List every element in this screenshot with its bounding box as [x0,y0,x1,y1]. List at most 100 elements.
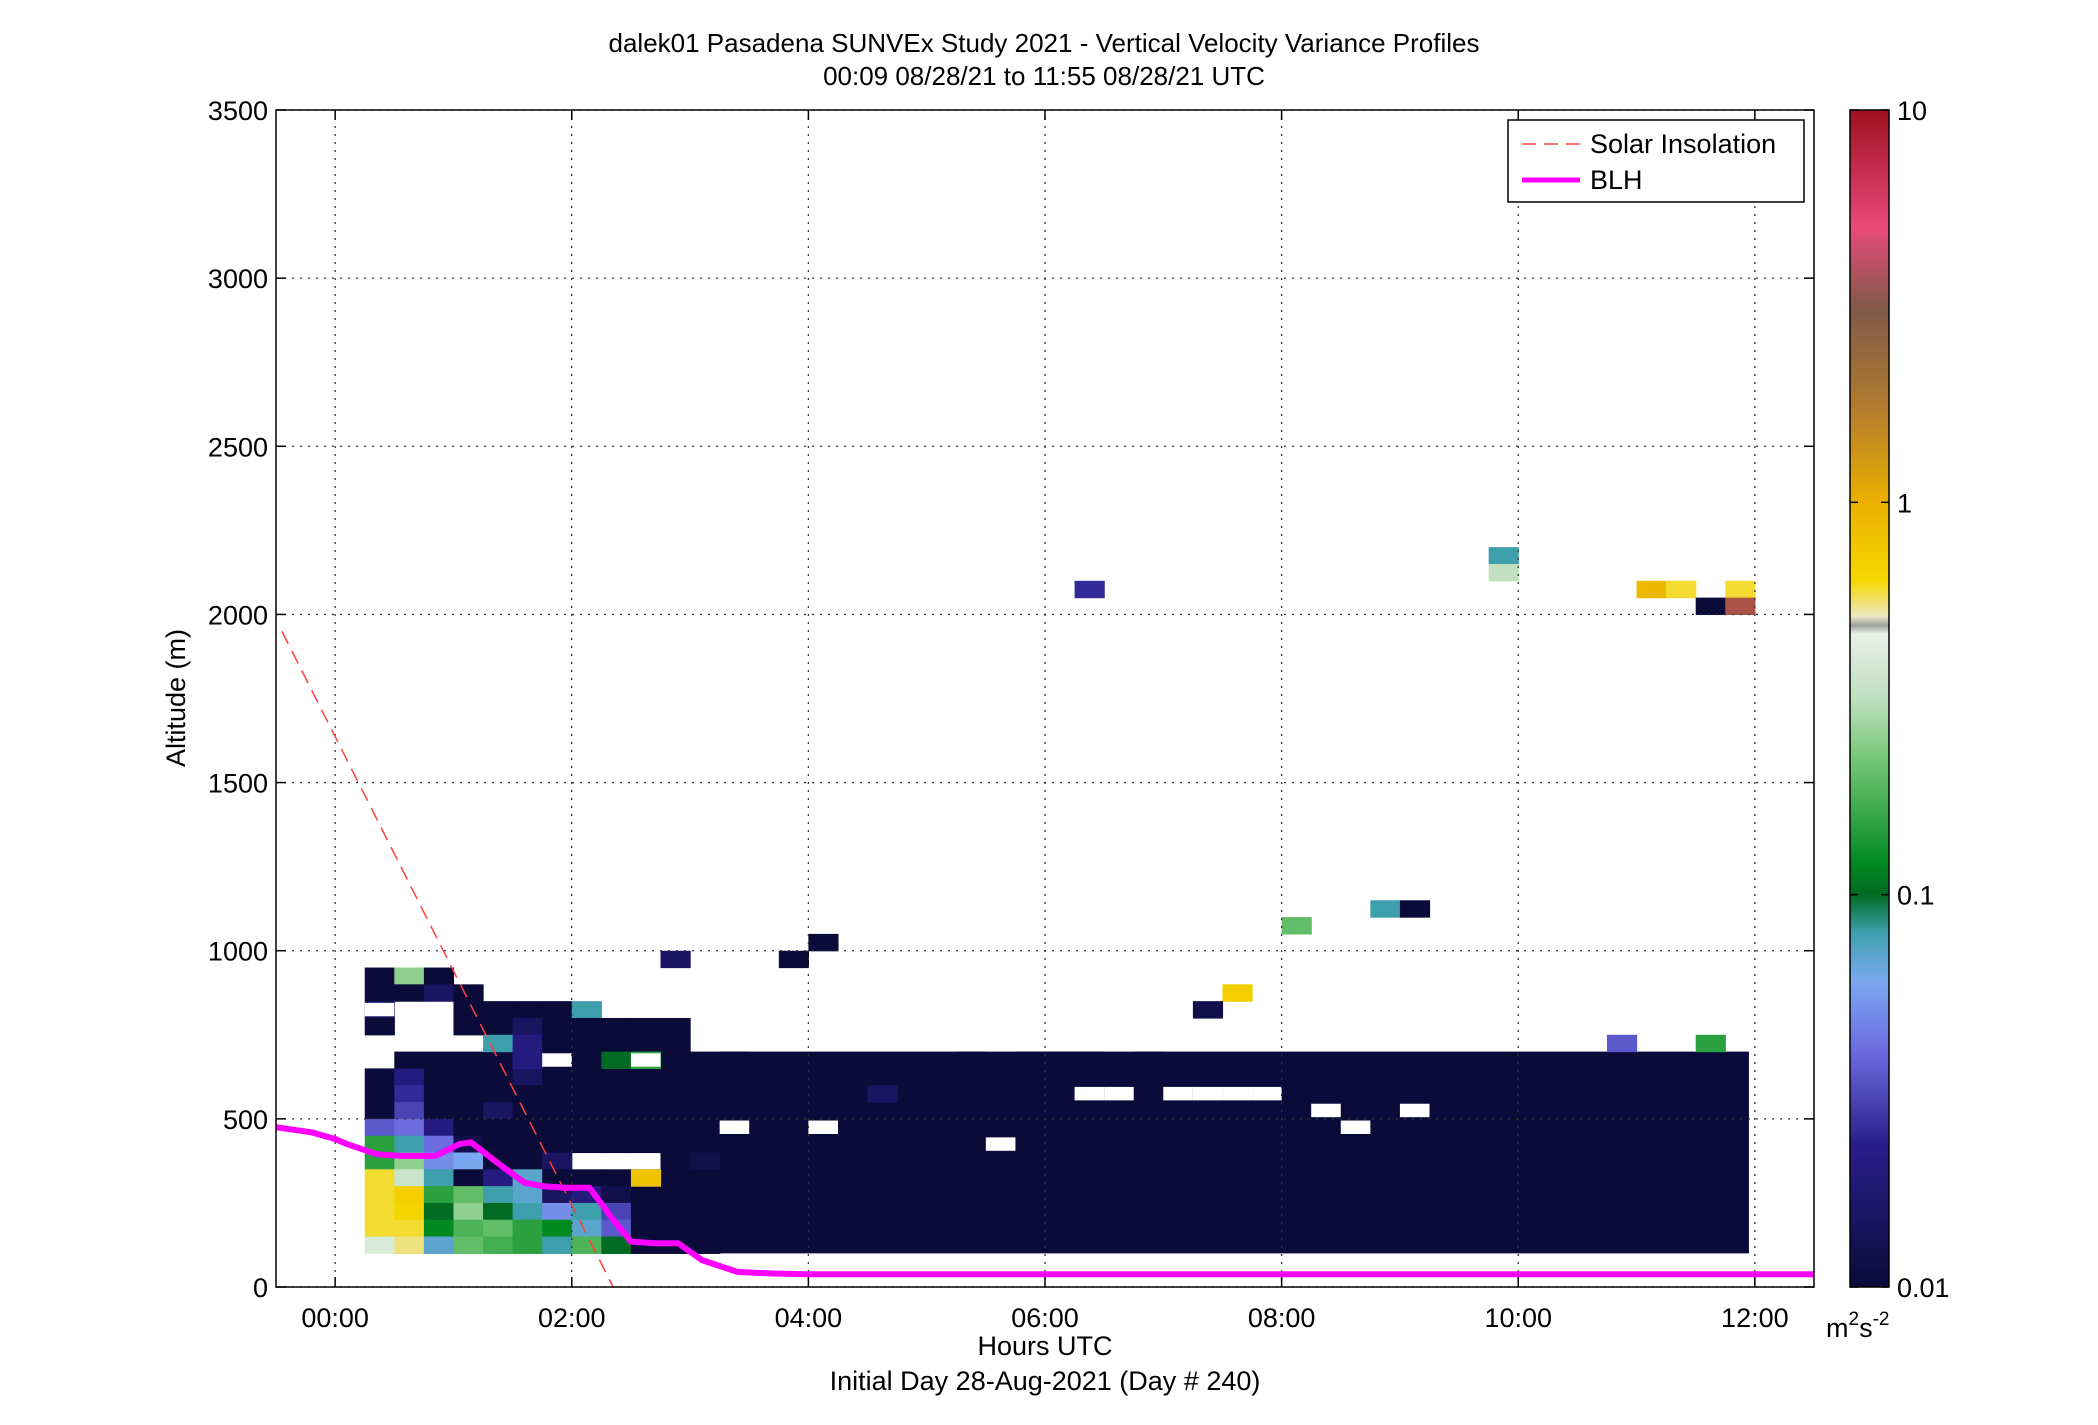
y-tick-label: 2500 [208,432,268,462]
heatmap-cell [1666,580,1697,599]
heatmap-missing-cell [1163,1086,1193,1101]
legend-label-solar-insolation: Solar Insolation [1590,129,1776,159]
heatmap-cell [571,1001,602,1019]
y-tick-label: 1000 [208,937,268,967]
heatmap-missing-cell [1074,1086,1105,1101]
heatmap-cell [601,1186,632,1204]
heatmap-cell [571,1102,602,1120]
heatmap-cell [571,1169,602,1187]
heatmap-cell [394,984,425,1002]
heatmap-cell [512,1202,543,1221]
heatmap-cell [660,950,691,969]
heatmap-cell [483,1102,514,1120]
heatmap-cell [571,1051,602,1070]
heatmap-cell [453,1169,484,1187]
heatmap-cell [394,967,425,985]
heatmap-cell [483,1085,514,1103]
heatmap-cell [483,1034,514,1053]
colorbar-unit-base: m [1826,1313,1849,1343]
heatmap-cell [690,1051,721,1070]
heatmap-cell [453,1219,484,1238]
heatmap-cell [571,1202,602,1221]
colorbar-tick-label: 1 [1897,488,1912,518]
heatmap-cell [601,1034,632,1053]
y-tick-label: 1500 [208,769,268,799]
series-lines [276,630,1814,1287]
heatmap-cell [601,1118,632,1137]
heatmap-cell [453,1051,484,1070]
colorbar-unit: m2s-2 [1826,1309,1889,1343]
heatmap-cell [394,1118,425,1137]
heatmap-cell [1695,597,1726,616]
heatmap-cell [660,1034,691,1053]
heatmap-cell [394,1102,425,1120]
heatmap-cell [660,1202,691,1221]
heatmap-cell [423,1118,455,1137]
heatmap-cell [394,1236,425,1254]
heatmap-cell [394,1051,425,1070]
y-tick-label: 3500 [208,96,268,126]
heatmap-cell [453,984,484,1002]
heatmap-cell [1015,1051,1046,1070]
axes-ticks: 00:00 02:00 04:00 06:00 08:00 10:00 12:00 0 500 1… [208,96,1814,1333]
x-tick-label: 08:00 [1248,1303,1316,1333]
heatmap-cell [1045,1051,1076,1070]
chart-title: dalek01 Pasadena SUNVEx Study 2021 - Ver… [609,28,1480,58]
heatmap-cell [483,1068,514,1086]
x-tick-label: 02:00 [538,1303,606,1333]
heatmap-cell [512,1152,543,1170]
heatmap-cell [483,1219,514,1238]
heatmap-cell [630,1102,662,1120]
colorbar-scale [1849,109,1890,1288]
heatmap-cell [1695,1034,1726,1053]
heatmap-cell [601,1085,632,1103]
heatmap-cell [1636,580,1667,599]
heatmap-cell [453,1085,484,1103]
y-axis-label: Altitude (m) [161,629,191,767]
heatmap-missing-cell [985,1137,1016,1151]
heatmap-cell [630,1202,662,1221]
heatmap-cell [690,1236,721,1254]
heatmap-cell [956,1051,987,1070]
heatmap-cell [690,1102,721,1120]
heatmap-cell [690,1135,721,1154]
colorbar-tick-label: 0.1 [1897,881,1935,911]
x-tick-label: 10:00 [1484,1303,1552,1333]
x-tick-label: 00:00 [301,1303,369,1333]
heatmap-cell [394,1202,425,1221]
heatmap-cell [601,1017,632,1036]
heatmap-cell [423,967,455,985]
heatmap-cell [630,1118,662,1137]
heatmap-cell [423,1102,455,1120]
heatmap-cell [571,1017,602,1036]
heatmap-cell [512,1102,543,1120]
heatmap-cell [778,950,809,969]
heatmap-cell [660,1186,691,1204]
heatmap-missing-cell [1104,1086,1134,1101]
colorbar-unit-sup1: 2 [1849,1309,1860,1330]
heatmap-cell [512,1236,543,1254]
heatmap-cells [364,547,1756,1254]
heatmap-cell [690,1202,721,1221]
heatmap-cell [660,1085,691,1103]
heatmap-cell [394,1085,425,1103]
heatmap-cell [660,1017,691,1036]
heatmap-cell [1133,1051,1164,1070]
heatmap-cell [601,1135,632,1154]
heatmap-cell [690,1186,721,1204]
heatmap-cell [423,1169,455,1187]
x-axis-label: Hours UTC [977,1331,1112,1361]
heatmap-cell [660,1051,691,1070]
heatmap-cell [364,1169,395,1187]
heatmap-missing-cell [1192,1086,1223,1101]
heatmap-cell [1074,580,1105,599]
chart-title-group: dalek01 Pasadena SUNVEx Study 2021 - Ver… [609,28,1480,91]
heatmap-cell [423,1236,455,1254]
heatmap-cell [394,1068,425,1086]
heatmap-cell [453,1068,484,1086]
heatmap-cell [423,1219,455,1238]
heatmap-cell [394,1135,425,1154]
heatmap-cell [630,1068,662,1086]
heatmap-cell [660,1219,691,1238]
